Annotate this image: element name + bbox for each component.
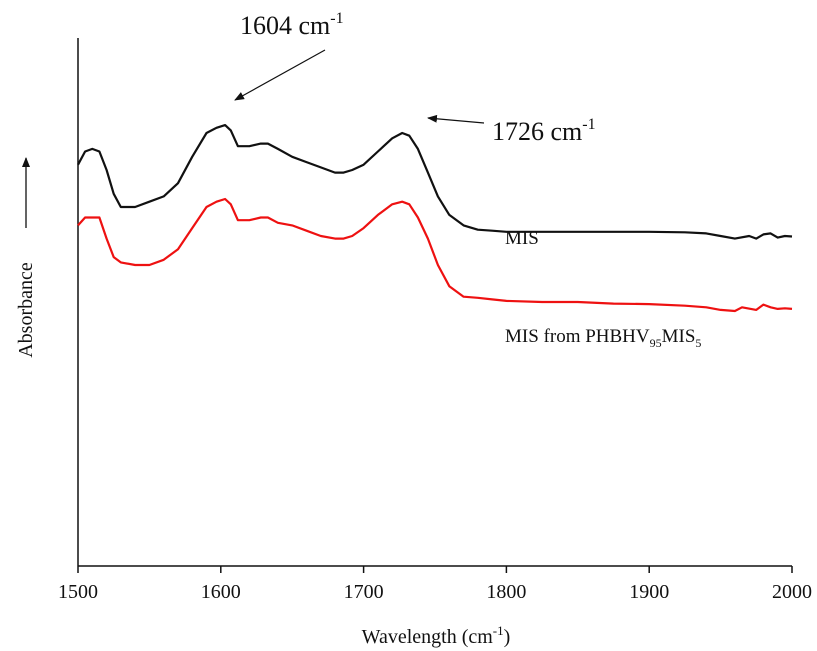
x-tick-label-1700: 1700 [344, 581, 384, 603]
annotation-1726-superscript: -1 [582, 116, 595, 133]
x-tick-label-1600: 1600 [201, 581, 241, 603]
y-axis-label-group: Absorbance [15, 262, 37, 358]
x-tick-label-2000: 2000 [772, 581, 812, 603]
annotation-1604-superscript: -1 [330, 10, 343, 27]
series-label-mis-from-phbhv: MIS from PHBHV95MIS5 [505, 326, 701, 350]
y-axis-label: Absorbance [15, 262, 37, 358]
x-axis-label-main: Wavelength (cm [362, 626, 494, 648]
series-label-part-2: MIS [662, 326, 696, 347]
annotation-1726-arrow [427, 114, 485, 124]
x-tick-label-1500: 1500 [58, 581, 98, 603]
x-tick-labels: 1500 1600 1700 1800 1900 2000 [58, 581, 812, 603]
series-label-sub-2: 5 [695, 336, 701, 350]
x-ticks [77, 566, 793, 573]
x-tick-label-1900: 1900 [629, 581, 669, 603]
x-axis-label-end: ) [504, 626, 511, 648]
annotation-1726-text: 1726 cm [492, 117, 582, 146]
series-label-mis: MIS [505, 228, 539, 249]
series-group [77, 123, 793, 313]
series-label-part-1: MIS from PHBHV [505, 326, 650, 347]
annotation-1604-text: 1604 cm [240, 11, 330, 40]
annotation-1604: 1604 cm-1 [240, 10, 344, 40]
annotation-1604-arrow [234, 49, 326, 101]
x-axis-label: Wavelength (cm-1) [362, 623, 511, 648]
series-line-mis-from-phbhv [77, 197, 793, 313]
x-axis-label-superscript: -1 [493, 623, 504, 638]
annotation-1726: 1726 cm-1 [492, 116, 596, 146]
series-label-sub-1: 95 [650, 336, 662, 350]
series-line-mis [77, 123, 793, 240]
x-tick-label-1800: 1800 [486, 581, 526, 603]
